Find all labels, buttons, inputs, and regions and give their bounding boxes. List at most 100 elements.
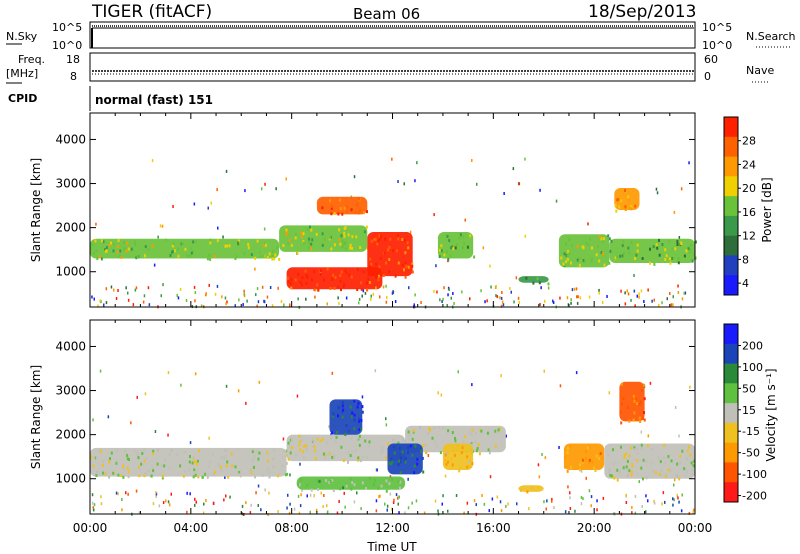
- power-region-cell: [343, 206, 346, 210]
- power-scatter-speck: [289, 303, 291, 307]
- power-region-cell: [359, 209, 362, 213]
- vel-scatter-speck: [397, 502, 399, 506]
- vel-scatter-speck: [115, 491, 118, 495]
- power-scatter-speck: [379, 295, 381, 299]
- power-scatter-speck: [408, 286, 410, 290]
- power-scatter-speck: [243, 289, 245, 293]
- power-region-cell: [323, 278, 325, 282]
- vel-region-cell: [311, 438, 314, 442]
- power-region-cell: [234, 257, 237, 261]
- power-region-cell: [583, 260, 586, 264]
- vel-colorbar-tick-label: -200: [742, 490, 767, 503]
- power-region-cell: [100, 257, 103, 261]
- vel-region-cell: [579, 463, 581, 467]
- vel-scatter-speck: [481, 494, 483, 497]
- vel-colorbar-tick-label: -50: [742, 447, 760, 460]
- vel-region-cell: [325, 441, 328, 445]
- power-scatter-speck: [117, 289, 119, 292]
- vel-scatter-speck: [323, 494, 325, 497]
- power-region-cell: [655, 243, 658, 247]
- power-scatter-speck: [627, 292, 630, 296]
- power-region-cell: [578, 263, 581, 267]
- vel-region-cell: [494, 429, 497, 433]
- vel-scatter-speck: [386, 504, 389, 508]
- power-colorbar-tick-label: 8: [742, 253, 749, 266]
- vel-region-cell: [599, 452, 602, 456]
- vel-region-cell: [175, 453, 178, 457]
- vel-region-cell: [127, 470, 130, 474]
- power-region-cell: [658, 238, 660, 242]
- vel-region-cell: [633, 399, 636, 403]
- power-region-cell: [366, 288, 369, 292]
- power-region-cell: [319, 269, 322, 272]
- vel-region-cell: [622, 397, 625, 400]
- vel-scatter-speck: [167, 500, 170, 504]
- power-region-cell: [171, 244, 174, 248]
- vel-region-cell: [164, 458, 167, 462]
- power-region-cell: [209, 257, 212, 261]
- vel-region-cell: [151, 465, 154, 469]
- power-region-cell: [374, 237, 377, 241]
- vel-region-cell: [620, 421, 623, 425]
- power-scatter-speck: [626, 289, 628, 293]
- power-scatter-speck: [113, 288, 115, 292]
- vel-region-cell: [324, 456, 327, 460]
- vel-scatter-speck: [250, 503, 252, 507]
- power-region-cell: [560, 256, 563, 260]
- vel-region-cell: [588, 458, 591, 462]
- vel-scatter-speck: [553, 506, 555, 509]
- vel-colorbar-tick-label: 200: [742, 339, 763, 352]
- power-region-cell: [677, 256, 680, 260]
- power-region-cell: [343, 231, 346, 235]
- power-scatter-speck: [153, 263, 156, 267]
- power-region-cell: [621, 244, 624, 248]
- power-region-cell: [116, 250, 119, 254]
- power-region-cell: [274, 253, 277, 257]
- power-region-cell: [300, 231, 303, 235]
- power-region-cell: [247, 246, 250, 250]
- vel-scatter-speck: [136, 395, 138, 399]
- vel-scatter-speck: [441, 502, 443, 506]
- vel-scatter-speck: [471, 383, 473, 387]
- vel-region-cell: [220, 455, 223, 459]
- nave-tick-top: 60: [704, 53, 718, 66]
- vel-region-cell: [380, 484, 383, 488]
- vel-region-cell: [115, 459, 118, 463]
- vel-region-cell: [227, 475, 230, 479]
- vel-region-cell: [347, 451, 350, 455]
- vel-region-cell: [392, 438, 395, 442]
- power-scatter-speck: [661, 301, 663, 305]
- vel-region-cell: [331, 455, 334, 459]
- vel-region-cell: [152, 452, 155, 456]
- power-region-cell: [316, 283, 319, 287]
- power-axes: 1000 2000 3000 4000: [55, 113, 696, 307]
- vel-region-cell: [156, 462, 159, 466]
- power-region-cell: [395, 249, 398, 253]
- vel-region-10: [518, 485, 544, 492]
- vel-scatter-speck: [500, 509, 503, 513]
- vel-scatter-speck: [121, 498, 123, 501]
- power-region-cell: [133, 240, 136, 244]
- vel-region-cell: [679, 454, 682, 458]
- power-region-cell: [616, 198, 619, 202]
- vel-region-cell: [580, 459, 583, 463]
- vel-scatter-speck: [590, 504, 592, 508]
- power-region-cell: [332, 273, 335, 277]
- power-region-cell: [378, 265, 381, 269]
- vel-region-cell: [414, 444, 417, 448]
- power-scatter-speck: [681, 297, 684, 301]
- power-region-cell: [590, 257, 593, 261]
- vel-region-cell: [168, 466, 171, 469]
- power-region-cell: [623, 252, 625, 255]
- vel-region-cell: [499, 427, 501, 431]
- vel-scatter-speck: [590, 495, 593, 499]
- power-scatter-speck: [337, 296, 339, 300]
- power-region-cell: [349, 246, 352, 250]
- vel-region-cell: [636, 452, 639, 455]
- vel-region-cell: [626, 459, 629, 463]
- vel-scatter-speck: [392, 501, 395, 504]
- vel-region-cell: [487, 448, 490, 452]
- vel-region-cell: [629, 446, 632, 450]
- power-region-cell: [144, 245, 147, 249]
- vel-region-cell: [657, 456, 660, 460]
